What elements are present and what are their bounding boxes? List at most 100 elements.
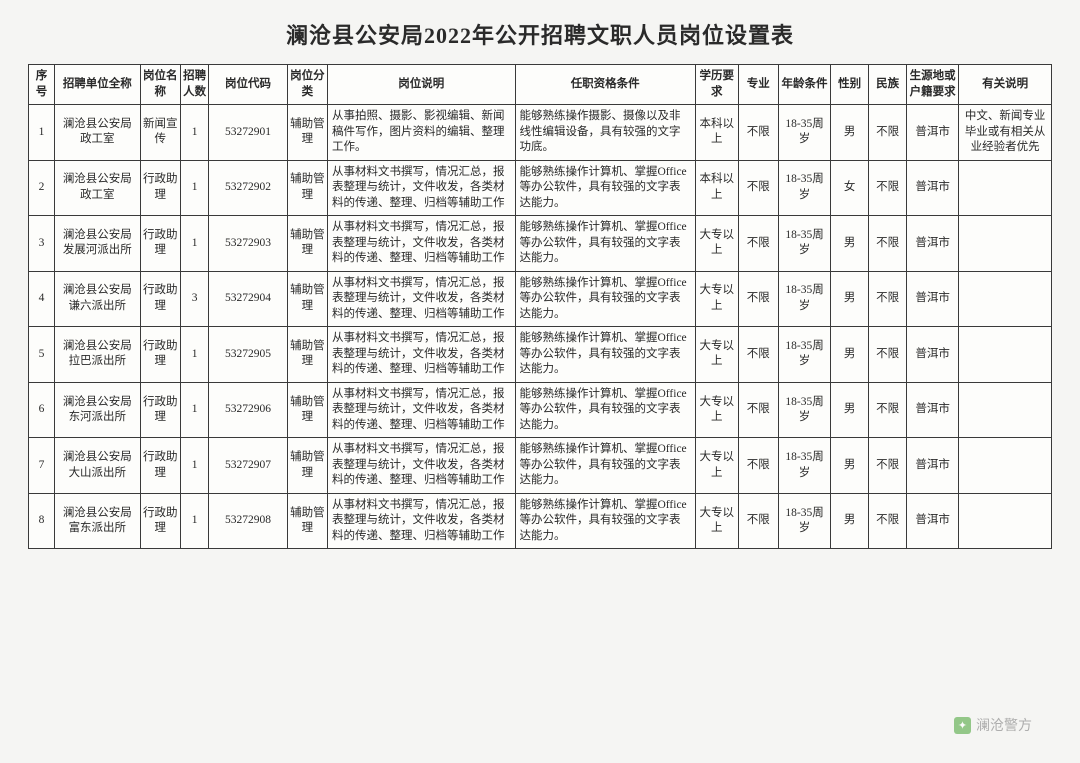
cell-post: 行政助理 <box>140 160 180 216</box>
cell-count: 1 <box>180 327 208 383</box>
cell-cat: 辅助管理 <box>287 327 327 383</box>
col-desc: 岗位说明 <box>328 65 516 105</box>
cell-unit: 澜沧县公安局富东派出所 <box>55 493 140 549</box>
cell-eth: 不限 <box>869 327 907 383</box>
cell-count: 1 <box>180 216 208 272</box>
col-seq: 序号 <box>29 65 55 105</box>
cell-count: 1 <box>180 160 208 216</box>
col-post: 岗位名称 <box>140 65 180 105</box>
cell-cat: 辅助管理 <box>287 105 327 161</box>
cell-desc: 从事材料文书撰写，情况汇总，报表整理与统计，文件收发，各类材料的传递、整理、归档… <box>328 216 516 272</box>
cell-major: 不限 <box>738 216 778 272</box>
cell-qual: 能够熟练操作计算机、掌握Office等办公软件，具有较强的文字表达能力。 <box>515 327 695 383</box>
cell-code: 53272901 <box>209 105 287 161</box>
cell-age: 18-35周岁 <box>778 160 830 216</box>
cell-age: 18-35周岁 <box>778 327 830 383</box>
cell-age: 18-35周岁 <box>778 438 830 494</box>
cell-qual: 能够熟练操作计算机、掌握Office等办公软件，具有较强的文字表达能力。 <box>515 493 695 549</box>
cell-desc: 从事拍照、摄影、影视编辑、新闻稿件写作，图片资料的编辑、整理工作。 <box>328 105 516 161</box>
col-eth: 民族 <box>869 65 907 105</box>
table-row: 1澜沧县公安局政工室新闻宣传153272901辅助管理从事拍照、摄影、影视编辑、… <box>29 105 1052 161</box>
cell-edu: 大专以上 <box>695 382 738 438</box>
cell-post: 行政助理 <box>140 216 180 272</box>
cell-age: 18-35周岁 <box>778 216 830 272</box>
cell-desc: 从事材料文书撰写，情况汇总，报表整理与统计，文件收发，各类材料的传递、整理、归档… <box>328 271 516 327</box>
cell-desc: 从事材料文书撰写，情况汇总，报表整理与统计，文件收发，各类材料的传递、整理、归档… <box>328 382 516 438</box>
cell-orig: 普洱市 <box>907 327 959 383</box>
cell-unit: 澜沧县公安局发展河派出所 <box>55 216 140 272</box>
cell-qual: 能够熟练操作计算机、掌握Office等办公软件，具有较强的文字表达能力。 <box>515 160 695 216</box>
cell-unit: 澜沧县公安局政工室 <box>55 105 140 161</box>
col-orig: 生源地或户籍要求 <box>907 65 959 105</box>
positions-table: 序号 招聘单位全称 岗位名称 招聘人数 岗位代码 岗位分类 岗位说明 任职资格条… <box>28 64 1052 549</box>
cell-seq: 3 <box>29 216 55 272</box>
cell-code: 53272906 <box>209 382 287 438</box>
cell-edu: 大专以上 <box>695 216 738 272</box>
cell-unit: 澜沧县公安局大山派出所 <box>55 438 140 494</box>
cell-note: 中文、新闻专业毕业或有相关从业经验者优先 <box>959 105 1052 161</box>
cell-post: 行政助理 <box>140 438 180 494</box>
cell-age: 18-35周岁 <box>778 382 830 438</box>
cell-code: 53272903 <box>209 216 287 272</box>
cell-seq: 5 <box>29 327 55 383</box>
cell-note <box>959 493 1052 549</box>
col-note: 有关说明 <box>959 65 1052 105</box>
cell-eth: 不限 <box>869 438 907 494</box>
cell-seq: 1 <box>29 105 55 161</box>
cell-sex: 男 <box>831 271 869 327</box>
cell-note <box>959 216 1052 272</box>
cell-age: 18-35周岁 <box>778 271 830 327</box>
cell-desc: 从事材料文书撰写，情况汇总，报表整理与统计，文件收发，各类材料的传递、整理、归档… <box>328 438 516 494</box>
cell-note <box>959 160 1052 216</box>
cell-orig: 普洱市 <box>907 493 959 549</box>
cell-unit: 澜沧县公安局东河派出所 <box>55 382 140 438</box>
table-row: 5澜沧县公安局拉巴派出所行政助理153272905辅助管理从事材料文书撰写，情况… <box>29 327 1052 383</box>
cell-unit: 澜沧县公安局政工室 <box>55 160 140 216</box>
cell-cat: 辅助管理 <box>287 216 327 272</box>
cell-major: 不限 <box>738 105 778 161</box>
cell-eth: 不限 <box>869 160 907 216</box>
col-major: 专业 <box>738 65 778 105</box>
cell-eth: 不限 <box>869 271 907 327</box>
table-row: 2澜沧县公安局政工室行政助理153272902辅助管理从事材料文书撰写，情况汇总… <box>29 160 1052 216</box>
cell-seq: 6 <box>29 382 55 438</box>
cell-sex: 男 <box>831 216 869 272</box>
cell-orig: 普洱市 <box>907 271 959 327</box>
cell-major: 不限 <box>738 493 778 549</box>
cell-qual: 能够熟练操作计算机、掌握Office等办公软件，具有较强的文字表达能力。 <box>515 382 695 438</box>
cell-edu: 大专以上 <box>695 271 738 327</box>
page-title: 澜沧县公安局2022年公开招聘文职人员岗位设置表 <box>28 18 1052 50</box>
cell-sex: 男 <box>831 105 869 161</box>
cell-orig: 普洱市 <box>907 105 959 161</box>
cell-desc: 从事材料文书撰写，情况汇总，报表整理与统计，文件收发，各类材料的传递、整理、归档… <box>328 493 516 549</box>
cell-qual: 能够熟练操作计算机、掌握Office等办公软件，具有较强的文字表达能力。 <box>515 438 695 494</box>
cell-code: 53272907 <box>209 438 287 494</box>
cell-count: 1 <box>180 438 208 494</box>
cell-note <box>959 438 1052 494</box>
cell-edu: 本科以上 <box>695 105 738 161</box>
cell-cat: 辅助管理 <box>287 271 327 327</box>
watermark-text: 澜沧警方 <box>976 715 1032 735</box>
cell-eth: 不限 <box>869 493 907 549</box>
cell-eth: 不限 <box>869 216 907 272</box>
cell-sex: 男 <box>831 493 869 549</box>
col-sex: 性别 <box>831 65 869 105</box>
cell-edu: 大专以上 <box>695 327 738 383</box>
cell-count: 1 <box>180 493 208 549</box>
cell-sex: 男 <box>831 382 869 438</box>
cell-seq: 8 <box>29 493 55 549</box>
cell-post: 行政助理 <box>140 271 180 327</box>
col-cat: 岗位分类 <box>287 65 327 105</box>
cell-cat: 辅助管理 <box>287 382 327 438</box>
table-row: 7澜沧县公安局大山派出所行政助理153272907辅助管理从事材料文书撰写，情况… <box>29 438 1052 494</box>
cell-cat: 辅助管理 <box>287 493 327 549</box>
cell-orig: 普洱市 <box>907 382 959 438</box>
cell-seq: 7 <box>29 438 55 494</box>
cell-qual: 能够熟练操作计算机、掌握Office等办公软件，具有较强的文字表达能力。 <box>515 216 695 272</box>
cell-code: 53272904 <box>209 271 287 327</box>
cell-orig: 普洱市 <box>907 160 959 216</box>
table-header-row: 序号 招聘单位全称 岗位名称 招聘人数 岗位代码 岗位分类 岗位说明 任职资格条… <box>29 65 1052 105</box>
cell-eth: 不限 <box>869 382 907 438</box>
cell-cat: 辅助管理 <box>287 160 327 216</box>
cell-orig: 普洱市 <box>907 438 959 494</box>
